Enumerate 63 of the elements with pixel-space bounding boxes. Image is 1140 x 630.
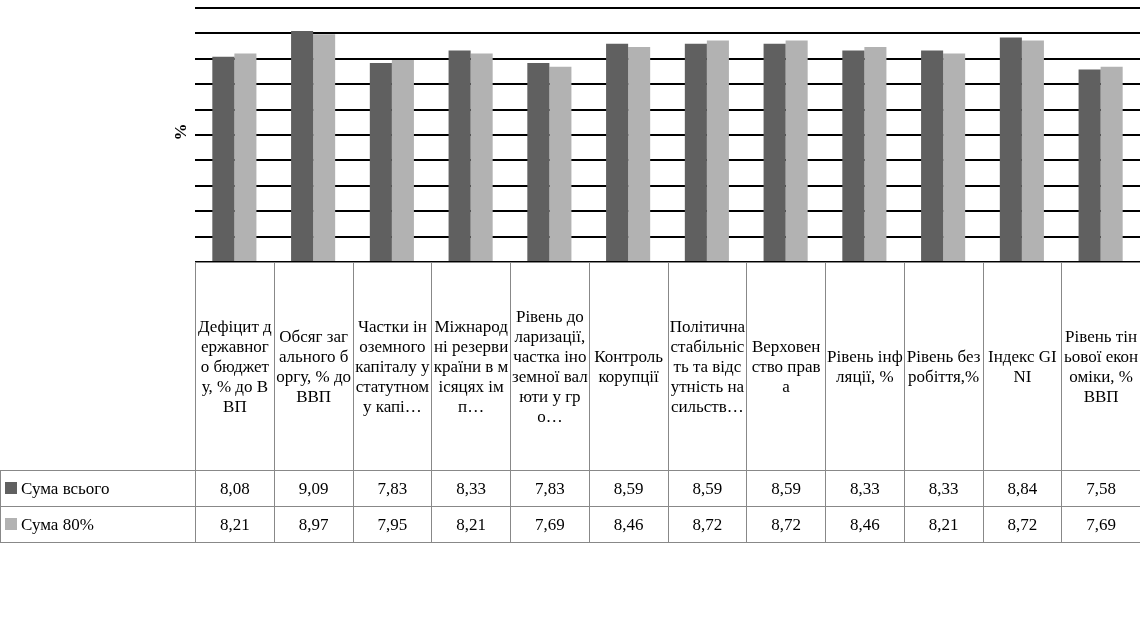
bar <box>706 40 729 261</box>
x-tick-label: Рівень інфляції, % <box>825 262 905 471</box>
data-label: 8,59 <box>589 470 668 507</box>
bar <box>684 43 707 261</box>
bar <box>291 31 314 261</box>
data-label: 8,59 <box>746 470 826 507</box>
data-label: 8,46 <box>825 506 905 543</box>
x-tick-label: Частки іноземного капіталу у статутному капі… <box>353 262 432 471</box>
data-label: 8,21 <box>431 506 511 543</box>
x-tick-label: Дефіцит державного бюджету, % до ВВП <box>195 262 275 471</box>
data-label: 7,95 <box>353 506 432 543</box>
bar <box>864 47 887 261</box>
bar <box>842 50 865 261</box>
legend-label: Сума 80% <box>0 506 196 543</box>
data-label: 8,84 <box>983 470 1062 507</box>
bar <box>212 56 235 261</box>
bar <box>234 53 257 261</box>
data-label: 7,58 <box>1061 470 1140 507</box>
data-label: 8,33 <box>825 470 905 507</box>
legend-label: Сума всього <box>0 470 196 507</box>
bar <box>549 66 572 261</box>
x-tick-label: Рівень доларизації, частка іноземної валюти у гро… <box>510 262 590 471</box>
bar <box>999 37 1022 261</box>
bar <box>313 34 336 261</box>
x-tick-label: Верховенство права <box>746 262 826 471</box>
data-label: 8,21 <box>904 506 983 543</box>
data-label: 8,33 <box>431 470 511 507</box>
bar <box>628 47 651 261</box>
data-label: 7,69 <box>1061 506 1140 543</box>
bar <box>921 50 944 261</box>
x-tick-label: Політична стабільність та відсутність насильств… <box>668 262 747 471</box>
x-tick-label: Рівень безробіття,% <box>904 262 983 471</box>
x-tick-label: Обсяг загального боргу, % до ВВП <box>274 262 353 471</box>
bar <box>763 43 786 261</box>
bar <box>369 63 392 261</box>
x-tick-label: Індекс GINI <box>983 262 1062 471</box>
bar <box>1078 69 1101 261</box>
x-tick-label: Міжнародні резерви країни в місяцях імп… <box>431 262 511 471</box>
data-label: 7,83 <box>353 470 432 507</box>
y-axis-title: % <box>170 123 191 141</box>
bar <box>785 40 808 261</box>
data-label: 8,08 <box>195 470 275 507</box>
bar <box>606 43 629 261</box>
data-label: 8,21 <box>195 506 275 543</box>
data-label: 8,33 <box>904 470 983 507</box>
bar <box>448 50 471 261</box>
data-label: 8,72 <box>746 506 826 543</box>
bar <box>943 53 966 261</box>
data-label: 9,09 <box>274 470 353 507</box>
data-label: 8,46 <box>589 506 668 543</box>
data-label: 7,69 <box>510 506 590 543</box>
bar <box>527 63 550 261</box>
data-label: 8,97 <box>274 506 353 543</box>
data-label: 8,72 <box>668 506 747 543</box>
bar <box>391 60 414 261</box>
bar <box>1021 40 1044 261</box>
data-label: 8,59 <box>668 470 747 507</box>
bar <box>470 53 493 261</box>
x-tick-label: Контроль корупції <box>589 262 668 471</box>
data-label: 7,83 <box>510 470 590 507</box>
data-label: 8,72 <box>983 506 1062 543</box>
x-tick-label: Рівень тіньової економіки, % ВВП <box>1061 262 1140 471</box>
bar <box>1100 66 1123 261</box>
